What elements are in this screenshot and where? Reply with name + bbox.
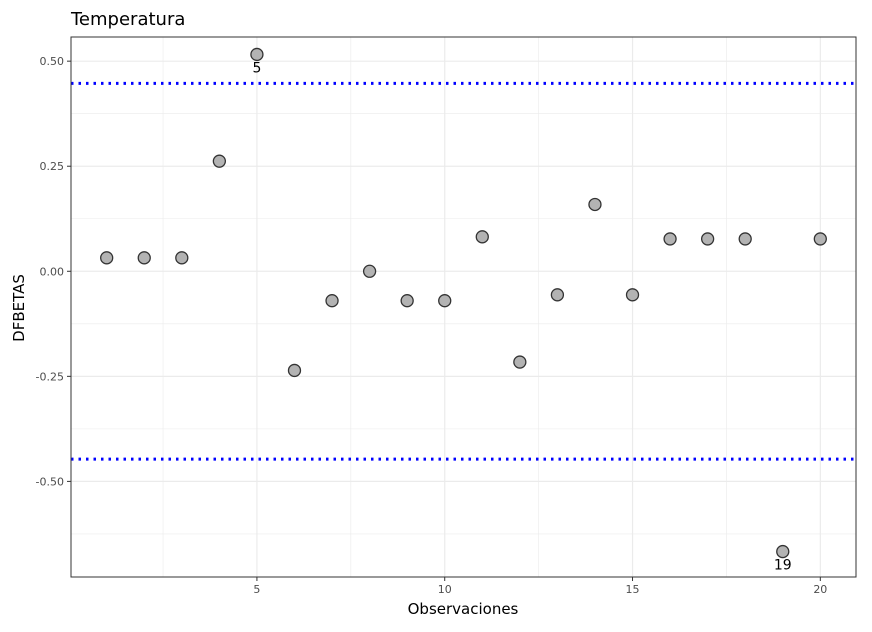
data-point xyxy=(550,288,565,302)
y-tick-label: 0.00 xyxy=(40,265,65,278)
y-tick-label: -0.25 xyxy=(36,370,64,383)
grid xyxy=(71,37,856,577)
data-point xyxy=(250,47,264,62)
x-tick-label: 10 xyxy=(438,583,452,596)
plot-panel-border xyxy=(70,36,857,578)
y-tick-label: 0.50 xyxy=(40,55,65,68)
point-label: 5 xyxy=(252,60,261,76)
x-tick-label: 5 xyxy=(253,583,260,596)
data-point xyxy=(625,288,640,302)
threshold-lines xyxy=(71,81,856,461)
x-tick-label: 15 xyxy=(626,583,640,596)
x-tick-label: 20 xyxy=(813,583,827,596)
chart-title: Temperatura xyxy=(70,9,185,30)
data-point xyxy=(813,232,827,246)
data-point xyxy=(137,251,151,265)
data-point xyxy=(700,232,715,246)
data-point xyxy=(100,251,114,265)
data-point xyxy=(588,197,602,212)
data-points xyxy=(100,47,827,559)
data-point xyxy=(475,230,489,244)
data-point xyxy=(738,232,752,246)
data-point xyxy=(212,154,227,168)
y-axis-title: DFBETAS xyxy=(10,274,28,342)
point-labels: 5 19 xyxy=(252,60,791,573)
data-point xyxy=(776,544,790,559)
data-point xyxy=(400,294,414,308)
y-tick-label: -0.50 xyxy=(36,475,64,488)
data-point xyxy=(287,363,302,378)
x-axis-ticks: 5 10 15 20 xyxy=(253,577,827,596)
data-point xyxy=(175,251,189,265)
y-axis-ticks: 0.50 0.25 0.00 -0.25 -0.50 xyxy=(36,55,71,488)
data-point xyxy=(362,264,377,278)
data-point xyxy=(325,294,339,308)
data-point xyxy=(663,232,677,246)
data-point xyxy=(513,355,527,369)
x-axis-title: Observaciones xyxy=(408,600,519,618)
y-tick-label: 0.25 xyxy=(40,160,65,173)
point-label: 19 xyxy=(774,558,792,574)
data-point xyxy=(438,294,452,308)
